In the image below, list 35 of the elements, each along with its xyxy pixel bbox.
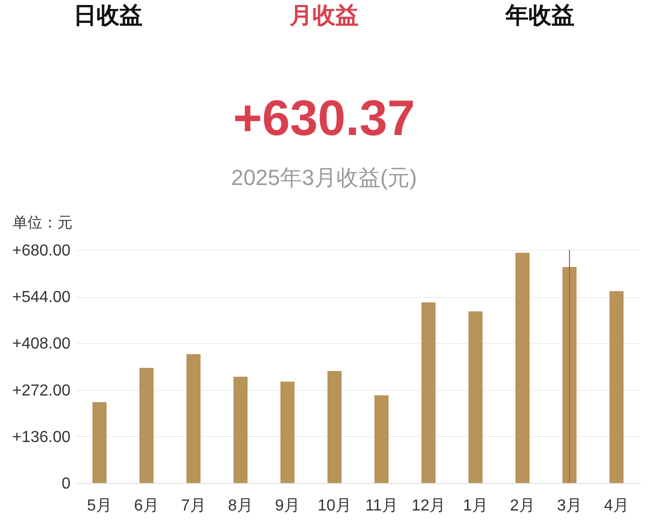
y-tick-label: +272.00 xyxy=(12,382,71,400)
x-tick-label: 7月 xyxy=(181,498,206,514)
bar xyxy=(609,291,624,483)
bar xyxy=(374,395,389,483)
text: 月收益 xyxy=(288,2,358,28)
bar xyxy=(421,302,436,483)
x-tick-label: 10月 xyxy=(318,498,352,514)
y-tick-label: +408.00 xyxy=(12,336,71,353)
bar xyxy=(139,368,154,483)
bar xyxy=(186,354,201,483)
y-tick-label: 0 xyxy=(62,476,71,492)
x-tick-label: 11月 xyxy=(365,498,398,514)
x-tick-label: 6月 xyxy=(134,498,159,514)
x-tick-label: 9月 xyxy=(275,498,300,514)
x-tick-label: 3月 xyxy=(557,498,582,514)
bar xyxy=(92,402,107,483)
x-tick-label: 5月 xyxy=(87,498,112,514)
bar xyxy=(327,370,342,483)
y-tick-label: +680.00 xyxy=(12,242,71,260)
x-tick-label: 2月 xyxy=(510,498,535,514)
x-tick-label: 4月 xyxy=(604,498,629,514)
y-tick-label: +136.00 xyxy=(12,428,71,446)
x-tick-label: 12月 xyxy=(412,498,446,514)
x-tick-label: 1月 xyxy=(463,498,488,514)
chart-subtitle: 2025年3月收益(元) xyxy=(231,165,417,190)
chart-title: +630.37 xyxy=(232,90,416,146)
bar xyxy=(233,376,248,483)
x-tick-label: 8月 xyxy=(228,498,253,514)
text: 日收益 xyxy=(74,2,142,28)
y-axis-title: 单位：元 xyxy=(12,214,72,232)
y-tick-label: +544.00 xyxy=(12,289,71,306)
text: 年收益 xyxy=(504,2,574,28)
bar xyxy=(515,252,530,483)
bar xyxy=(280,382,295,483)
bar xyxy=(468,311,483,483)
